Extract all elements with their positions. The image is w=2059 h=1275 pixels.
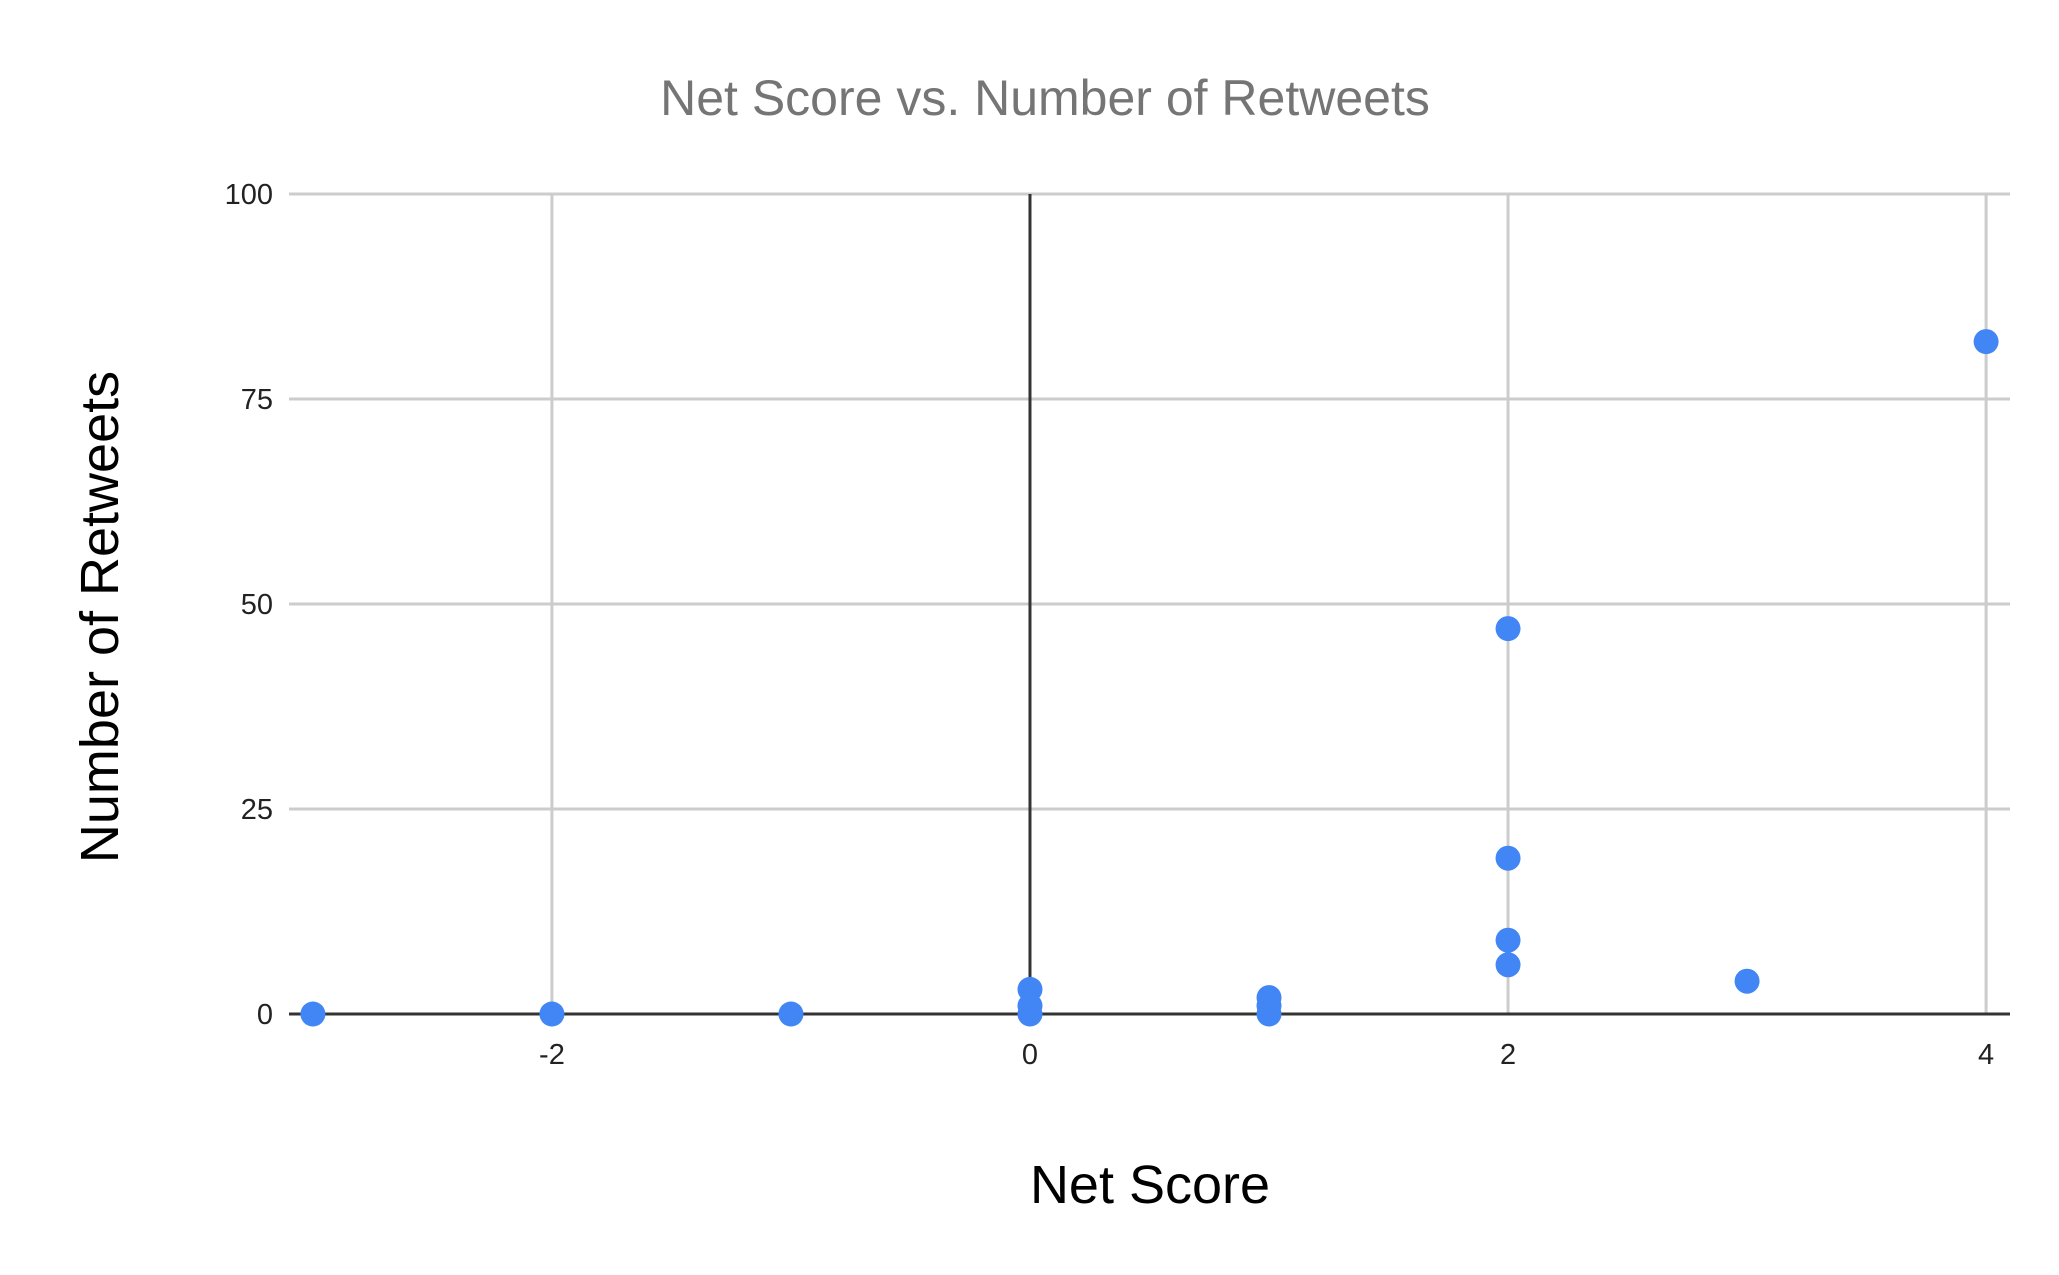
x-tick-label: 2: [1500, 1039, 1516, 1071]
data-point: [1495, 952, 1521, 978]
data-point: [1495, 845, 1521, 871]
data-point: [539, 1001, 565, 1027]
zero-axes: [289, 194, 2010, 1016]
data-point: [1017, 976, 1043, 1002]
y-tick-label: 50: [241, 589, 273, 621]
data-point: [778, 1001, 804, 1027]
tick-labels: 0 25 50 75 100 -2 0 2 4: [225, 179, 1995, 1071]
x-tick-label: 4: [1978, 1039, 1994, 1071]
x-tick-label: 0: [1022, 1039, 1038, 1071]
x-axis-title: Net Score: [1030, 1155, 1270, 1215]
data-point: [1734, 968, 1760, 994]
data-point: [1256, 985, 1282, 1011]
data-point: [1973, 329, 1999, 355]
data-points: [300, 329, 1999, 1027]
y-axis-title: Number of Retweets: [70, 371, 130, 863]
y-tick-label: 0: [257, 999, 273, 1031]
data-point: [1495, 927, 1521, 953]
chart-title: Net Score vs. Number of Retweets: [660, 70, 1430, 126]
y-tick-label: 75: [241, 384, 273, 416]
x-tick-label: -2: [539, 1039, 565, 1071]
y-tick-label: 100: [225, 179, 273, 211]
data-point: [300, 1001, 326, 1027]
y-tick-label: 25: [241, 794, 273, 826]
data-point: [1495, 616, 1521, 642]
gridlines: [289, 192, 2010, 1014]
